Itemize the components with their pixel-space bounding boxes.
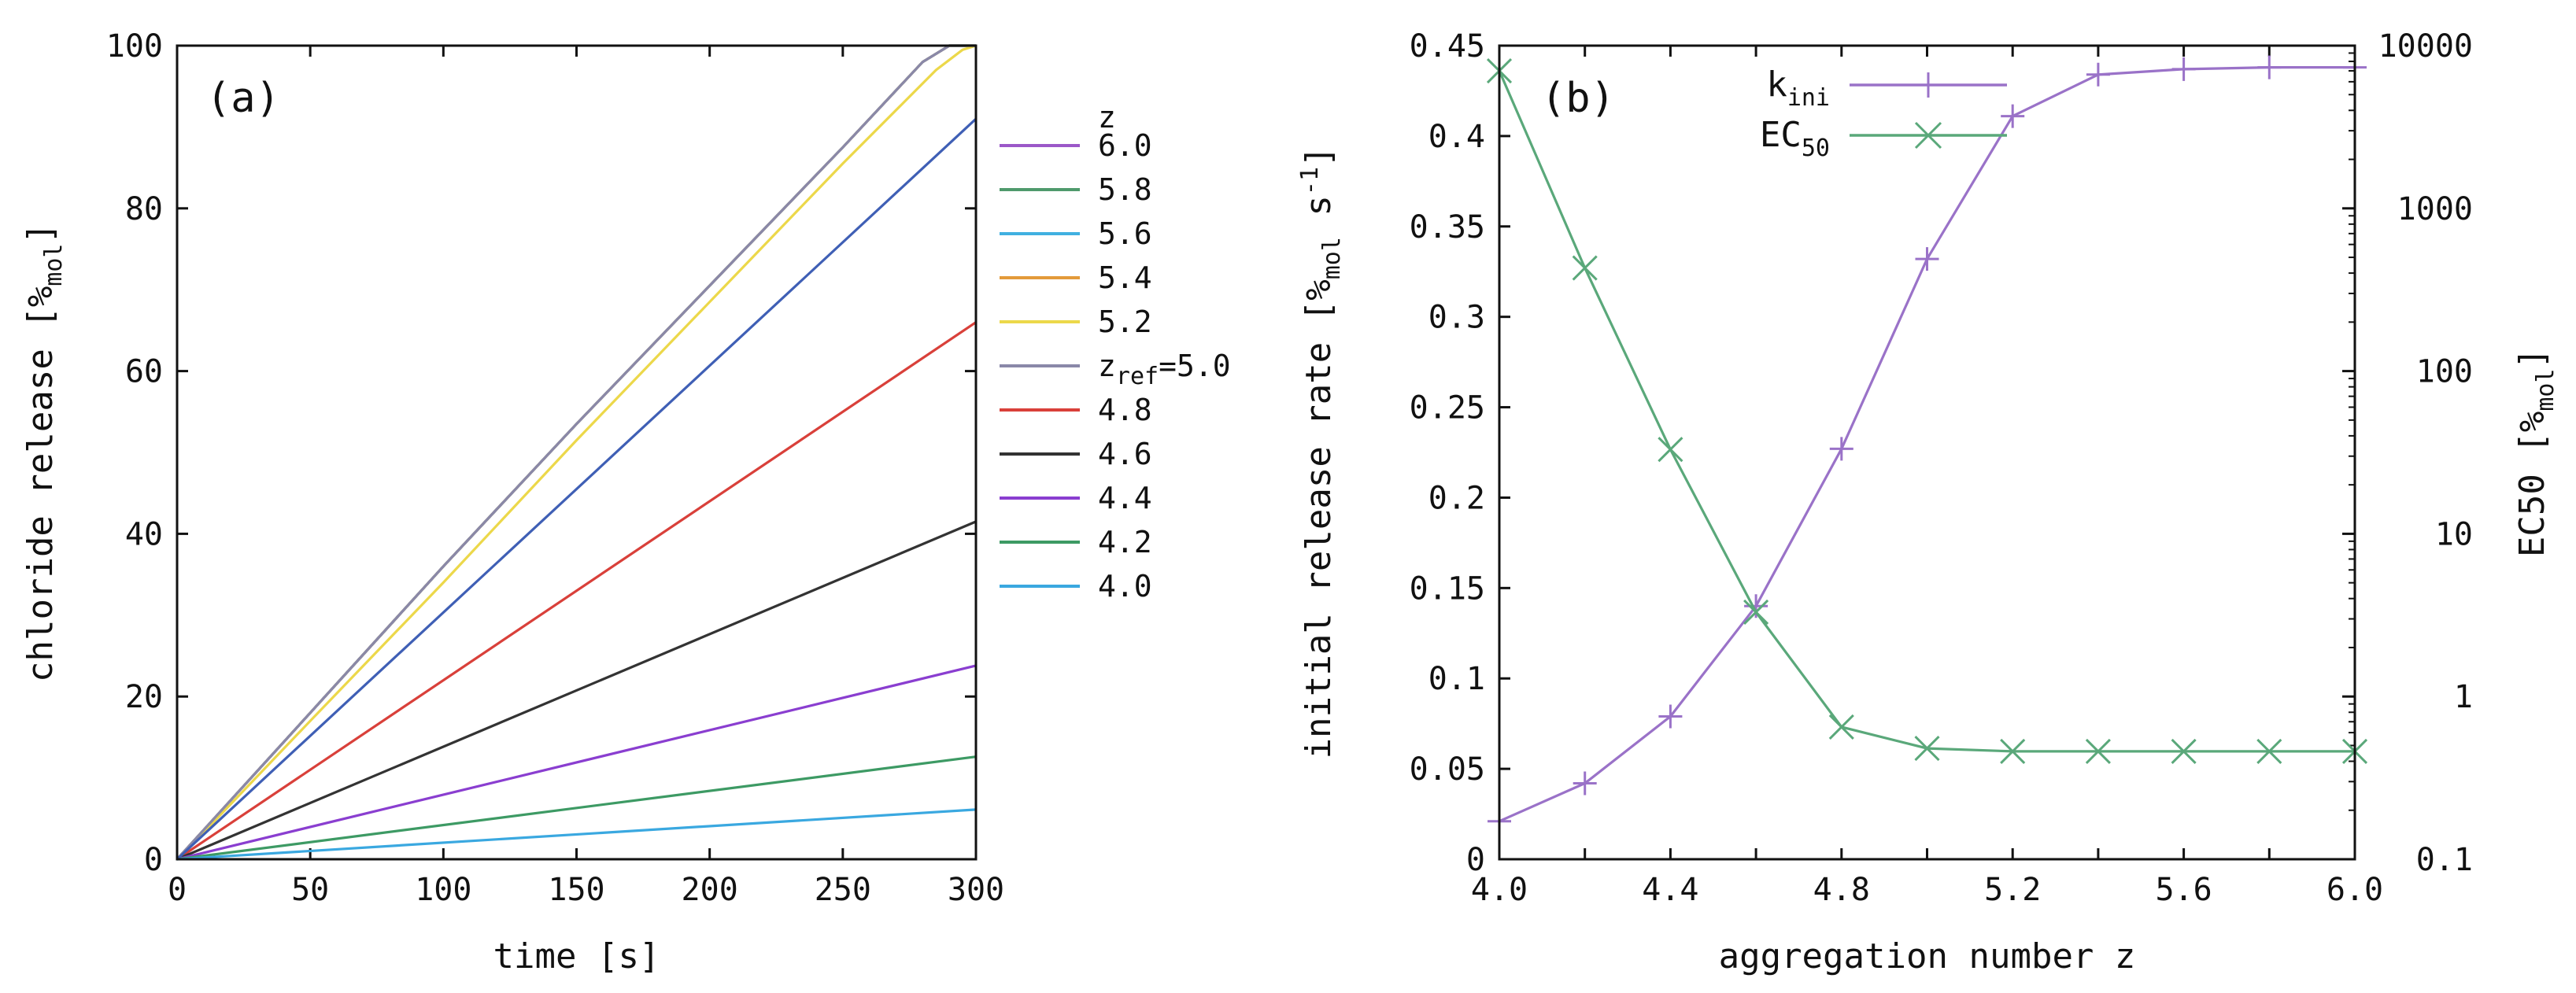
- panel-a-chart: 0 50 100 150 200 250 300 0 20 40 60 80 100 (a) time [s…: [20, 28, 1231, 976]
- y-right-tick-label: 100: [2416, 354, 2473, 390]
- legend-marker: [1914, 121, 1942, 150]
- data-point-EC: [2171, 738, 2197, 765]
- y-tick-label: 100: [106, 28, 163, 65]
- legend-entry: 4.6: [1098, 437, 1152, 471]
- y-left-tick-label: 0.3: [1428, 300, 1485, 336]
- x-tick-label: 0: [168, 872, 187, 908]
- legend-entry: 4.0: [1098, 569, 1152, 604]
- data-point-EC: [2000, 738, 2026, 765]
- data-point-EC: [1572, 255, 1598, 281]
- legend-entry: 4.4: [1098, 481, 1152, 515]
- x-tick-label: 200: [682, 872, 738, 908]
- data-point-EC: [1658, 437, 1683, 463]
- data-point-k: [2086, 62, 2110, 87]
- y-tick-label: 40: [125, 516, 163, 552]
- panel-b-chart: 4.0 4.4 4.8 5.2 5.6 6.0 0 0.05 0.1 0.15 0.2 0.25 0.3…: [1296, 28, 2559, 976]
- legend-entry: 5.4: [1098, 260, 1152, 295]
- x-tick-label: 6.0: [2327, 872, 2383, 908]
- y-left-tick-label: 0: [1466, 842, 1485, 878]
- x-tick-label: 100: [415, 872, 471, 908]
- y-tick-label: 0: [144, 842, 163, 878]
- x-tick-label: 4.4: [1642, 872, 1698, 908]
- series-line-4.0: [176, 808, 977, 861]
- legend-entry: 6.0: [1098, 128, 1152, 163]
- panel-label: (a): [206, 75, 280, 122]
- legend-entry: 4.8: [1098, 393, 1152, 427]
- series-line-4.4: [176, 664, 977, 861]
- y-right-axis-label: EC50 [%mol]: [2512, 348, 2559, 557]
- y-left-tick-label: 0.35: [1410, 209, 1485, 245]
- x-tick-label: 250: [815, 872, 871, 908]
- data-point-k: [1829, 437, 1853, 461]
- series-line-z_ref=5.0: [176, 44, 976, 861]
- series-line-5.2: [176, 44, 977, 861]
- x-tick-label: 300: [948, 872, 1004, 908]
- x-tick-label: 4.0: [1471, 872, 1528, 908]
- series-line-5.4: [176, 44, 976, 861]
- y-axis-label: chloride release [%mol]: [20, 223, 68, 682]
- series-line-unlabeled: [176, 117, 978, 861]
- y-right-tick-label: 1: [2454, 679, 2473, 715]
- x-tick-label: 5.2: [1984, 872, 2041, 908]
- y-right-tick-label: 10000: [2378, 28, 2473, 65]
- y-left-axis-label: initial release rate [%mol s-1]: [1296, 146, 1346, 759]
- x-tick-label: 150: [548, 872, 604, 908]
- y-tick-label: 80: [125, 191, 163, 227]
- y-right-tick-label: 0.1: [2416, 842, 2473, 878]
- legend-title: z: [1098, 100, 1116, 135]
- data-point-k: [2171, 57, 2196, 81]
- legend-entry: kini: [1766, 65, 1830, 112]
- y-left-tick-label: 0.4: [1428, 119, 1485, 155]
- x-axis-label: time [s]: [493, 936, 660, 976]
- y-left-tick-label: 0.25: [1410, 390, 1485, 426]
- data-point-k: [1915, 247, 1939, 271]
- data-point-k: [2257, 55, 2282, 79]
- legend-entry: 4.2: [1098, 525, 1152, 559]
- plot-frame: [176, 44, 978, 861]
- y-tick-label: 20: [125, 679, 163, 715]
- y-right-tick-label: 10: [2435, 516, 2473, 552]
- panel-label: (b): [1541, 75, 1615, 122]
- y-left-tick-label: 0.45: [1410, 28, 1485, 65]
- series-line-4.2: [176, 755, 977, 861]
- data-point-k: [1573, 771, 1597, 796]
- series-line-6.0: [176, 44, 976, 861]
- data-point-EC: [2085, 738, 2111, 765]
- y-left-tick-label: 0.15: [1410, 570, 1485, 607]
- y-left-tick-label: 0.1: [1428, 661, 1485, 697]
- data-point-EC: [1743, 599, 1769, 626]
- legend-entry: 5.2: [1098, 305, 1152, 339]
- legend-entry: zref=5.0: [1098, 349, 1231, 390]
- legend-entry: 5.8: [1098, 172, 1152, 207]
- plot-frame: [1498, 44, 2356, 861]
- x-tick-label: 4.8: [1813, 872, 1870, 908]
- series-line-k: [1499, 66, 2355, 823]
- data-point-EC: [1828, 714, 1854, 740]
- series-line-5.8: [176, 44, 976, 861]
- series-line-5.6: [176, 44, 976, 861]
- series-line-4.6: [176, 520, 977, 861]
- x-tick-label: 50: [291, 872, 329, 908]
- data-point-EC: [1914, 736, 1940, 762]
- series-line-4.8: [176, 321, 977, 861]
- data-point-k: [1658, 704, 1683, 729]
- data-point-k: [2001, 104, 2025, 128]
- y-left-tick-label: 0.2: [1428, 480, 1485, 516]
- legend-entry: EC50: [1760, 115, 1830, 162]
- y-tick-label: 60: [125, 354, 163, 390]
- x-axis-label: aggregation number z: [1719, 936, 2136, 976]
- series-line-EC: [1498, 70, 2355, 753]
- data-point-EC: [2256, 738, 2282, 765]
- y-right-tick-label: 1000: [2397, 191, 2473, 227]
- y-left-tick-label: 0.05: [1410, 751, 1485, 788]
- legend-marker: [1916, 72, 1941, 98]
- x-tick-label: 5.6: [2155, 872, 2212, 908]
- legend-entry: 5.6: [1098, 216, 1152, 251]
